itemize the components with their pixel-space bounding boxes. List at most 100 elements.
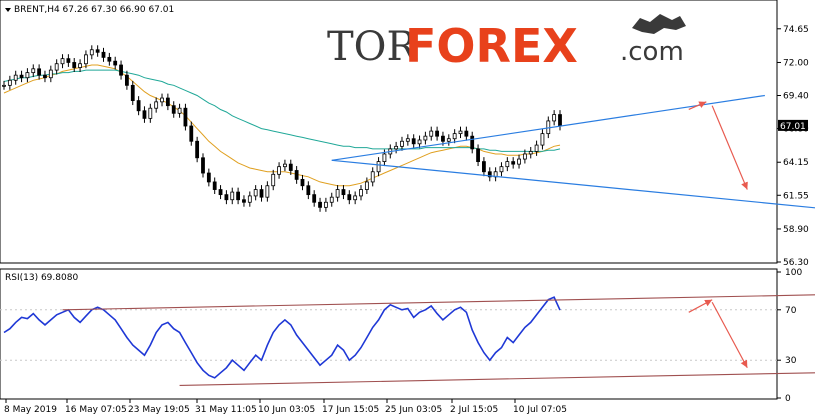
candle-body (517, 158, 521, 165)
time-tick-label: 8 May 2019 (4, 405, 57, 415)
candle-body (464, 130, 469, 137)
candle-body (37, 68, 42, 76)
candle-body (236, 191, 241, 201)
forecast-arrow (688, 101, 707, 111)
price-series (2, 45, 815, 212)
candle-body (48, 69, 53, 79)
moving-average-line (3, 64, 561, 187)
candle-body (160, 97, 164, 103)
candle-body (253, 189, 258, 197)
candle-body (60, 58, 65, 65)
candle-body (341, 189, 346, 196)
candle-body (66, 58, 71, 63)
candle-body (247, 195, 252, 203)
candle-body (435, 130, 439, 137)
candle-body (101, 51, 106, 58)
candle-body (183, 107, 188, 127)
candle-body (353, 195, 358, 201)
candle-body (417, 139, 422, 145)
candle-body (13, 74, 18, 81)
candle-body (423, 135, 428, 141)
candle-body (558, 114, 562, 127)
candle-body (265, 185, 270, 198)
candle-body (224, 194, 229, 201)
current-price-label: 67.01 (780, 122, 806, 132)
candle-body (452, 133, 457, 140)
candle-body (394, 145, 399, 150)
price-panel (0, 0, 778, 264)
time-tick-label: 16 May 07:05 (65, 405, 127, 415)
candle-body (95, 49, 100, 53)
candle-body (359, 189, 363, 197)
candle-body (130, 84, 135, 101)
candle-body (476, 148, 480, 162)
rsi-header-text: RSI(13) 69.8080 (5, 273, 78, 283)
candle-body (505, 161, 510, 168)
candle-body (482, 161, 486, 173)
price-tick-label: 72.00 (783, 58, 809, 68)
candle-body (19, 74, 24, 79)
candle-body (25, 72, 30, 79)
candle-body (107, 56, 112, 62)
candle-body (230, 191, 235, 201)
candle-body (7, 79, 12, 86)
rsi-panel (0, 268, 778, 400)
moving-average-line (3, 69, 561, 152)
candle-body (283, 163, 287, 168)
candle-body (171, 105, 176, 114)
candle-body (189, 125, 194, 142)
candle-body (487, 171, 492, 178)
watermark-logo: TOR FOREX .com (327, 14, 686, 73)
time-tick-label: 2 Jul 15:05 (450, 405, 498, 415)
candle-body (177, 107, 182, 114)
candle-body (136, 100, 141, 112)
candle-body (364, 181, 369, 190)
candle-body (72, 62, 77, 68)
candle-body (148, 107, 153, 119)
rsi-tick-label: 0 (785, 394, 791, 404)
candle-body (376, 161, 381, 173)
candle-body (195, 140, 200, 159)
candle-body (119, 64, 123, 76)
candle-body (499, 166, 504, 173)
rsi-tick-label: 100 (785, 268, 802, 278)
candle-body (271, 173, 276, 187)
time-tick-label: 23 May 19:05 (128, 405, 190, 415)
candle-body (142, 110, 147, 119)
candle-body (300, 178, 305, 187)
candle-body (125, 74, 129, 86)
time-axis: 8 May 2019 16 May 07:05 23 May 19:05 31 May… (4, 399, 567, 415)
candle-body (43, 74, 47, 79)
channel-trendline (331, 94, 765, 161)
candle-body (528, 151, 533, 155)
candle-body (89, 49, 94, 56)
rsi-trendline (62, 294, 815, 311)
current-price-tag: 67.01 (778, 119, 808, 132)
candle-body (78, 63, 82, 68)
candle-body (534, 144, 539, 152)
price-tick-label: 74.65 (783, 25, 809, 35)
candle-body (2, 84, 6, 87)
candle-body (259, 189, 264, 198)
candle-body (552, 114, 557, 122)
time-tick-label: 25 Jun 03:05 (385, 405, 442, 415)
candle-body (540, 133, 545, 146)
candle-body (347, 194, 352, 201)
logo-tor-text: TOR (327, 24, 418, 70)
bull-bear-icon (632, 14, 686, 34)
candle-body (411, 138, 416, 145)
candle-body (201, 157, 205, 174)
time-tick-label: 17 Jun 15:05 (322, 405, 379, 415)
candle-body (429, 130, 434, 137)
candle-body (312, 194, 317, 203)
price-tick-label: 61.55 (783, 191, 809, 201)
candle-body (294, 170, 299, 180)
candle-body (511, 161, 516, 165)
candle-body (318, 201, 322, 208)
price-tick-label: 56.30 (783, 258, 809, 268)
candle-body (54, 63, 59, 71)
candle-body (405, 138, 410, 142)
price-tick-label: 58.90 (783, 225, 809, 235)
rsi-forecast-arrow (711, 301, 748, 369)
